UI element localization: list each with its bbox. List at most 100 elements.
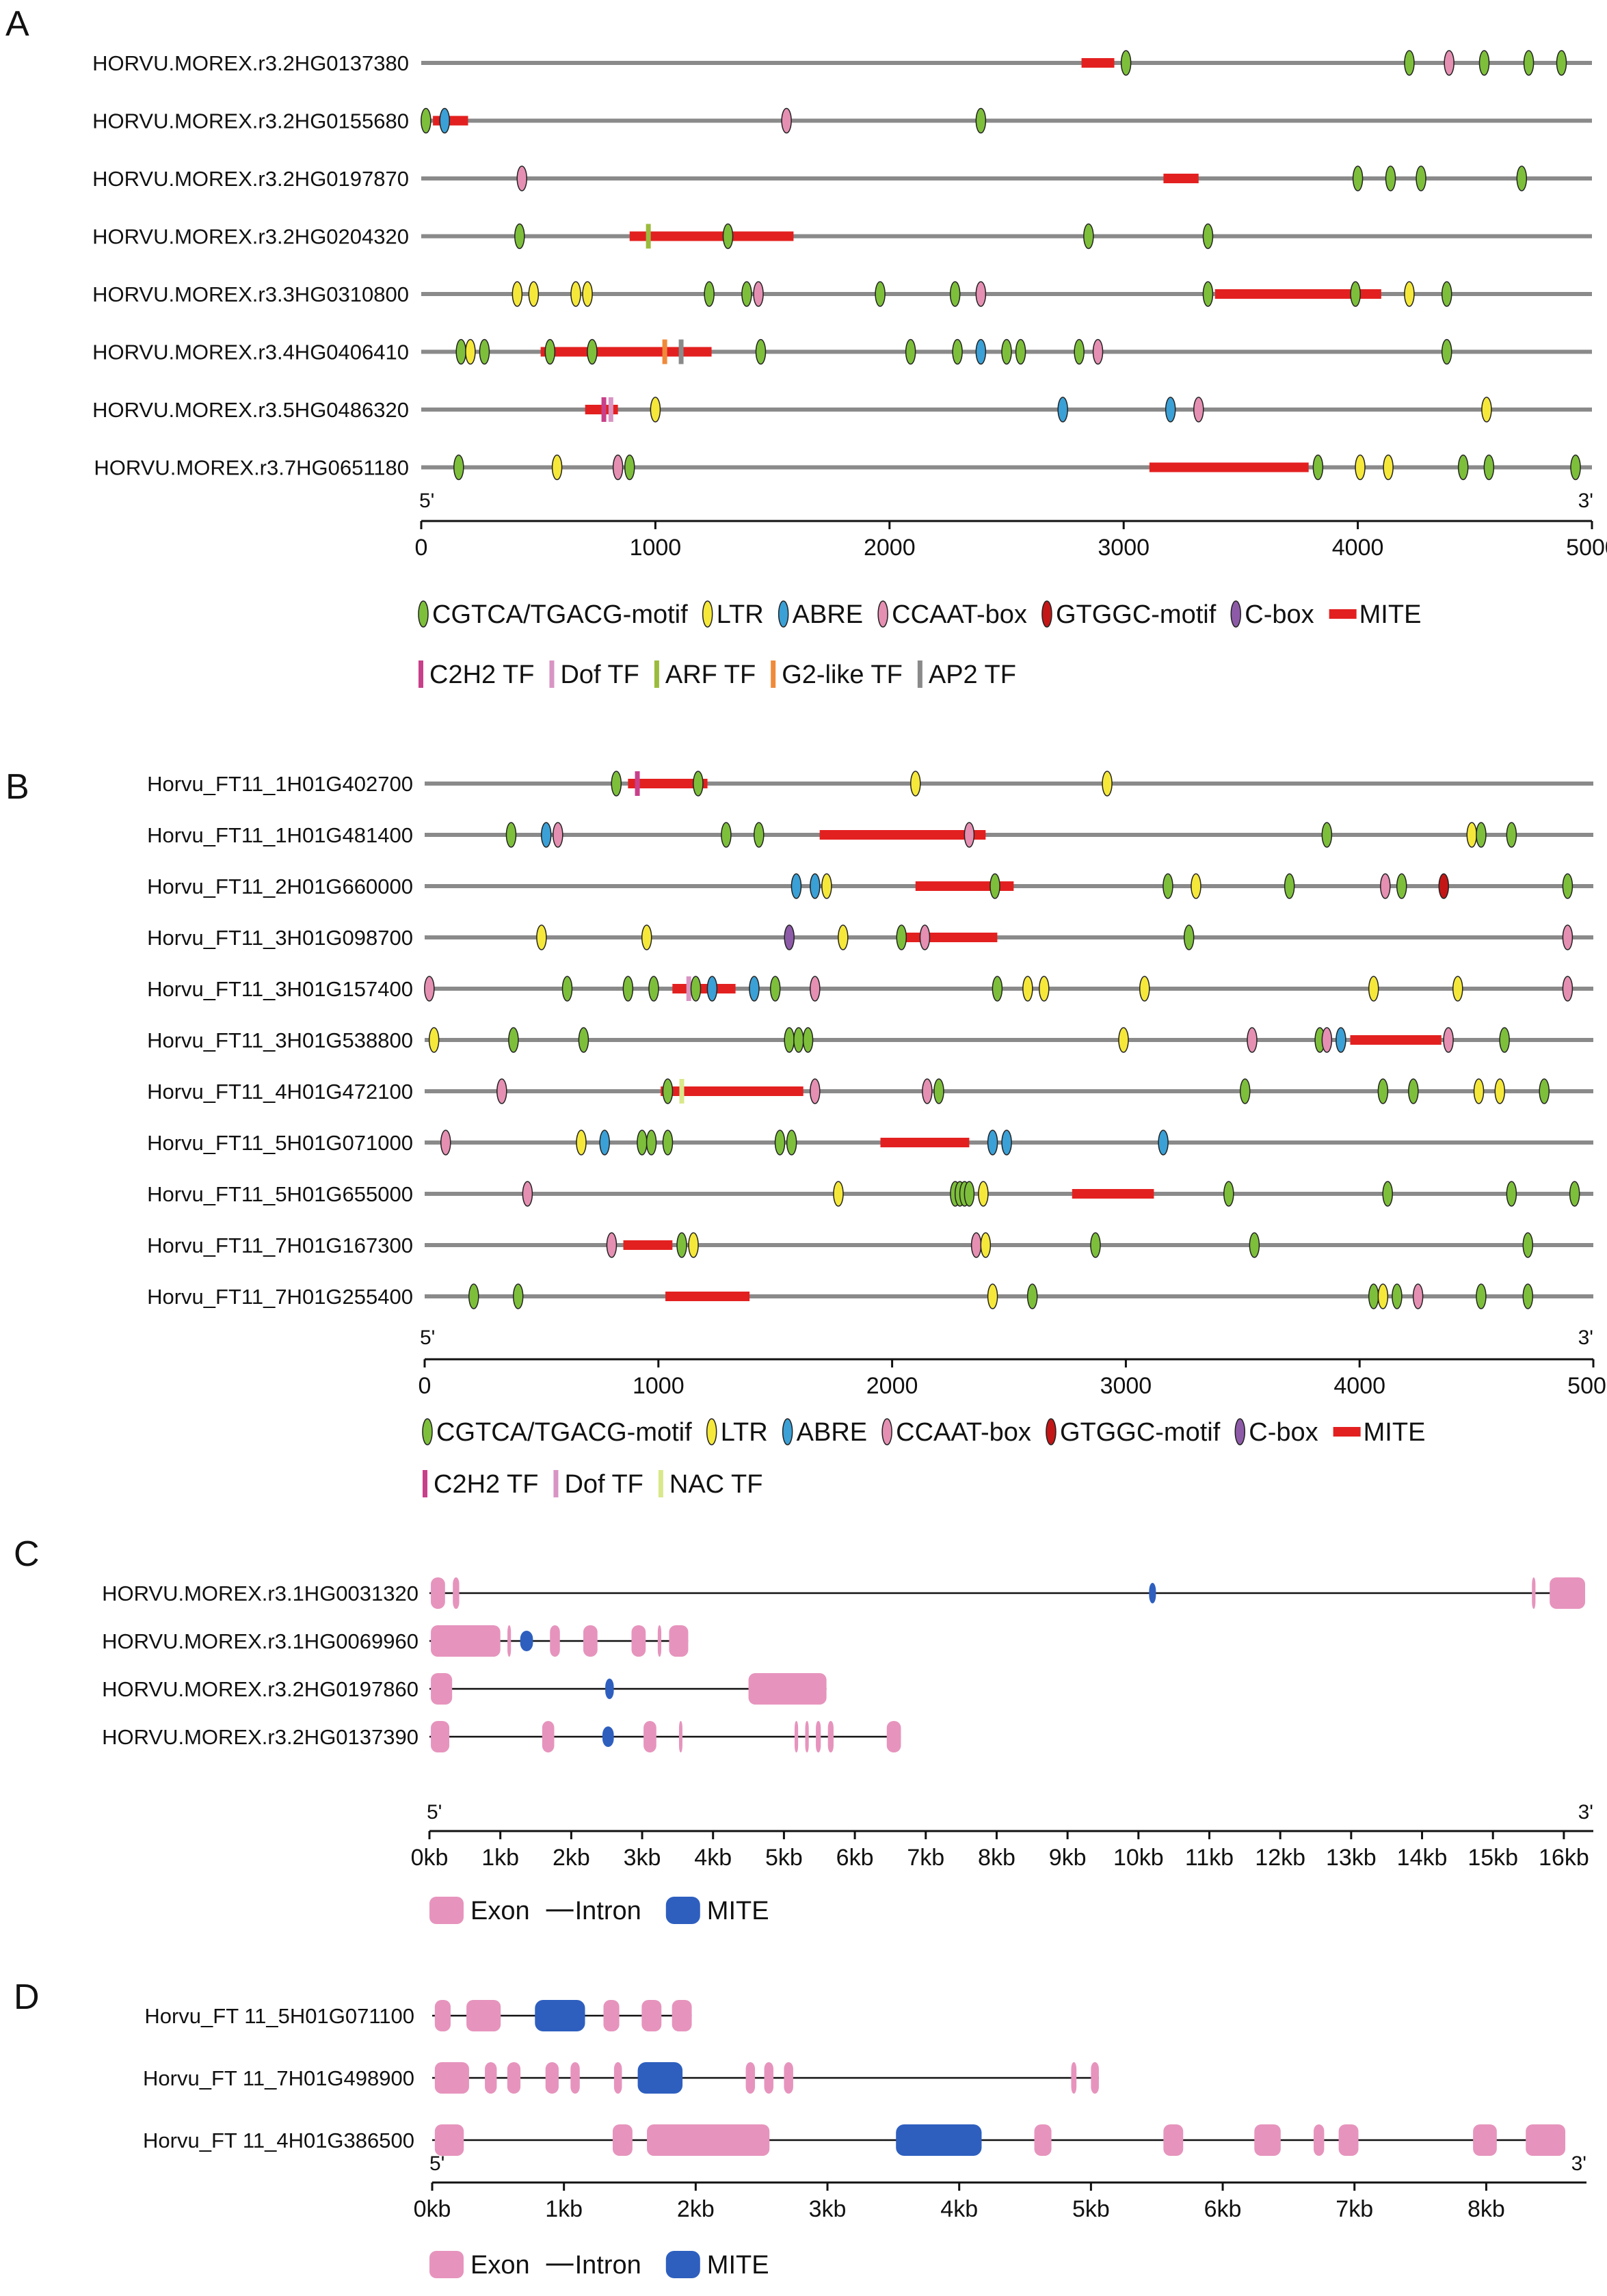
ccaat-box-motif: [1193, 397, 1204, 423]
abre-motif: [1001, 1130, 1012, 1156]
cgtca-tgacg-motif-motif: [693, 771, 704, 797]
ltr-motif: [1355, 454, 1366, 481]
cgtca-tgacg-motif-motif: [1083, 223, 1094, 250]
cgtca-tgacg-motif-motif: [662, 1078, 674, 1104]
exon-block: [678, 1721, 682, 1752]
legend-ccaat-box-swatch: [877, 600, 888, 628]
cgtca-tgacg-motif-motif: [1312, 454, 1324, 481]
exon-block: [545, 2062, 559, 2094]
exon-block: [647, 2124, 770, 2156]
panel-d-tracks: [432, 2000, 1565, 2156]
exon-block: [434, 2062, 469, 2094]
gene-track: [425, 873, 1593, 899]
panel-d-axis: 5' 3' 0kb 1kb 2kb 3kb 4kb 5kb 6kb 7kb 8kb: [414, 2152, 1586, 2222]
panel-b: B Horvu_FT11_1H01G402700Horvu_FT11_1H01G…: [5, 767, 1607, 1499]
ltr-motif: [833, 1181, 844, 1207]
abre-motif: [540, 822, 552, 848]
abre-motif: [706, 976, 718, 1002]
cgtca-tgacg-motif-motif: [1408, 1078, 1419, 1104]
abre-motif: [1165, 397, 1176, 423]
cgtca-tgacg-motif-motif: [721, 822, 732, 848]
exon-block: [886, 1721, 901, 1752]
axis-tick-label: 4000: [1333, 1373, 1385, 1399]
exon-block: [764, 2062, 774, 2094]
exon-block: [745, 2062, 756, 2094]
panel-c: C HORVU.MOREX.r3.1HG0031320HORVU.MOREX.r…: [14, 1534, 1593, 1925]
exon-block: [431, 1577, 445, 1609]
exon-block: [583, 1625, 598, 1657]
panel-a-legend: CGTCA/TGACG-motif LTR ABRE CCAAT-box GTGGC-m…: [418, 600, 1421, 689]
gene-track: [425, 1027, 1593, 1053]
ccaat-box-motif: [753, 281, 764, 307]
ccaat-box-motif: [606, 1232, 617, 1258]
abre-motif: [810, 873, 821, 899]
legend-label: LTR: [717, 600, 764, 629]
exon-block: [816, 1721, 821, 1752]
exon-block: [657, 1625, 662, 1657]
gene-label: Horvu_FT 11_7H01G498900: [143, 2066, 414, 2090]
panel-d-gene-labels: Horvu_FT 11_5H01G071100 Horvu_FT 11_7H01G…: [143, 2004, 414, 2152]
gene-track: [425, 1181, 1593, 1207]
legend-ltr-swatch: [702, 600, 713, 628]
axis-tick-label: 1000: [630, 535, 682, 561]
cgtca-tgacg-motif-motif: [637, 1130, 648, 1156]
legend-label: C2H2 TF: [434, 1470, 538, 1499]
g2-like-tf-mark: [662, 339, 667, 364]
panel-b-legend: CGTCA/TGACG-motif LTR ABRE CCAAT-box GTGGC-m…: [422, 1418, 1425, 1499]
cgtca-tgacg-motif-motif: [1570, 454, 1581, 481]
cgtca-tgacg-motif-motif: [1539, 1078, 1550, 1104]
mite-block: [520, 1631, 533, 1651]
mite-bar: [433, 116, 468, 126]
cgtca-tgacg-motif-motif: [769, 976, 781, 1002]
gene-label: Horvu_FT11_3H01G157400: [147, 977, 413, 1001]
ccaat-box-motif: [1444, 50, 1455, 76]
ltr-motif: [1022, 976, 1033, 1002]
ccaat-box-motif: [922, 1078, 933, 1104]
panel-c-gene-labels: HORVU.MOREX.r3.1HG0031320 HORVU.MOREX.r3.…: [102, 1581, 419, 1749]
legend-g2-like-tf-swatch: [771, 660, 776, 688]
gene-label: Horvu_FT 11_5H01G071100: [144, 2004, 414, 2028]
legend-label: LTR: [721, 1418, 768, 1447]
cgtca-tgacg-motif-motif: [786, 1130, 797, 1156]
exon-block: [1532, 1577, 1536, 1609]
legend-mite-swatch: [1329, 609, 1357, 619]
abre-motif: [975, 338, 987, 365]
exon-block: [827, 1721, 834, 1752]
cgtca-tgacg-motif-motif: [1202, 223, 1214, 250]
cgtca-tgacg-motif-motif: [1368, 1283, 1379, 1309]
exon-block: [542, 1721, 555, 1752]
cgtca-tgacg-motif-motif: [468, 1283, 479, 1309]
exon-block: [672, 2000, 692, 2031]
legend-cgtca-tgacg-motif-swatch: [422, 1418, 433, 1445]
cgtca-tgacg-motif-motif: [1506, 1181, 1517, 1207]
cgtca-tgacg-motif-motif: [1350, 281, 1361, 307]
gene-track: [424, 976, 1593, 1002]
ccaat-box-motif: [440, 1130, 451, 1156]
legend-label: CCAAT-box: [892, 600, 1027, 629]
axis-tick-label: 6kb: [836, 1845, 874, 1871]
gene-label: HORVU.MOREX.r3.4HG0406410: [92, 341, 409, 364]
gene-structure: [432, 2000, 692, 2031]
mite-bar: [1081, 58, 1115, 68]
panel-a: A HORVU.MOREX.r3.2HG0137380HORVU.MOREX.r…: [5, 4, 1607, 689]
cgtca-tgacg-motif-motif: [1457, 454, 1469, 481]
axis-tick-label: 5000: [1566, 535, 1607, 561]
ccaat-box-motif: [970, 1232, 982, 1258]
exon-block: [431, 1721, 450, 1752]
mite-bar: [540, 347, 712, 357]
cgtca-tgacg-motif-motif: [508, 1027, 519, 1053]
axis-tick-label: 15kb: [1467, 1845, 1518, 1871]
axis-tick-label: 3kb: [809, 2196, 847, 2222]
panel-a-5prime: 5': [419, 490, 434, 512]
panel-d-letter: D: [14, 1977, 40, 2017]
cgtca-tgacg-motif-motif: [1392, 1283, 1403, 1309]
exon-block: [431, 1625, 501, 1657]
ccaat-box-motif: [496, 1078, 507, 1104]
legend-label: Intron: [575, 1897, 641, 1925]
cgtca-tgacg-motif-motif: [1385, 165, 1396, 191]
cgtca-tgacg-motif-motif: [1015, 338, 1026, 365]
cgtca-tgacg-motif-motif: [578, 1027, 589, 1053]
panel-a-3prime: 3': [1578, 490, 1593, 512]
ccaat-box-motif: [1412, 1283, 1424, 1309]
exon-block: [641, 2000, 662, 2031]
